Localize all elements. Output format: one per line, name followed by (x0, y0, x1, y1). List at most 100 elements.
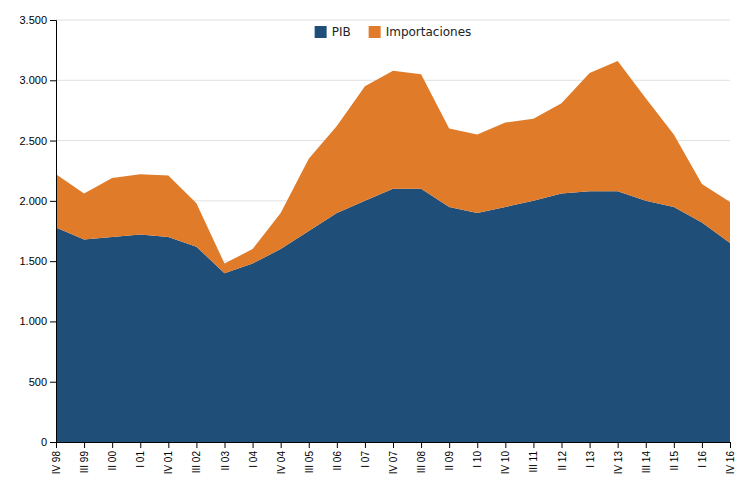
tick-mark (50, 321, 56, 322)
tick: I 16 (697, 442, 708, 468)
chart: 05001.0001.5002.0002.5003.0003.500IV 98I… (0, 0, 754, 504)
tick-label: I 01 (135, 451, 146, 468)
tick-label: 3.500 (19, 14, 47, 26)
tick: I 13 (585, 442, 596, 468)
tick-mark (674, 442, 675, 448)
tick: II 15 (669, 442, 680, 470)
tick-label: 500 (29, 376, 47, 388)
tick-mark (56, 442, 57, 448)
tick-label: II 03 (220, 451, 231, 471)
tick-label: IV 10 (500, 451, 511, 475)
tick-label: IV 01 (163, 451, 174, 475)
tick-mark (702, 442, 703, 448)
tick-mark (562, 442, 563, 448)
tick-mark (50, 261, 56, 262)
tick-mark (50, 382, 56, 383)
tick-label: II 12 (557, 451, 568, 471)
tick: IV 16 (725, 442, 736, 474)
tick: I 10 (472, 442, 483, 468)
tick-label: I 16 (697, 451, 708, 468)
tick-mark (112, 442, 113, 448)
legend-label: PIB (332, 25, 351, 39)
tick-label: IV 16 (725, 451, 736, 475)
tick-label: III 99 (79, 451, 90, 474)
tick: III 14 (641, 442, 652, 473)
tick: 2.500 (19, 135, 56, 147)
tick-mark (421, 442, 422, 448)
tick: II 09 (444, 442, 455, 470)
tick-mark (196, 442, 197, 448)
tick-mark (730, 442, 731, 448)
tick: 1.500 (19, 255, 56, 267)
tick: IV 98 (51, 442, 62, 474)
legend: PIB Importaciones (315, 25, 472, 39)
tick-label: III 05 (304, 451, 315, 474)
tick-mark (337, 442, 338, 448)
tick-label: 2.500 (19, 135, 47, 147)
tick-label: II 00 (107, 451, 118, 471)
tick-mark (168, 442, 169, 448)
tick: III 02 (191, 442, 202, 473)
tick: 3.500 (19, 14, 56, 26)
legend-item: Importaciones (369, 25, 472, 39)
tick: 500 (29, 376, 56, 388)
tick-label: 1.000 (19, 315, 47, 327)
tick-label: I 04 (248, 451, 259, 468)
tick: 3.000 (19, 74, 56, 86)
tick-label: II 06 (332, 451, 343, 471)
tick-label: 1.500 (19, 255, 47, 267)
tick-mark (618, 442, 619, 448)
tick-label: 0 (41, 436, 47, 448)
tick-mark (50, 442, 56, 443)
areas (56, 61, 730, 442)
tick-mark (309, 442, 310, 448)
x-axis: IV 98 III 99 II 00 I 01 IV 01 III 02 II 03 I 04… (51, 442, 736, 474)
tick: IV 13 (613, 442, 624, 474)
tick-label: 3.000 (19, 74, 47, 86)
tick-mark (393, 442, 394, 448)
tick: 2.000 (19, 195, 56, 207)
tick-label: IV 07 (388, 451, 399, 475)
tick-label: II 09 (444, 451, 455, 471)
tick-label: III 14 (641, 451, 652, 474)
tick-label: I 07 (360, 451, 371, 468)
tick: III 05 (304, 442, 315, 473)
tick-mark (646, 442, 647, 448)
grid-line (56, 20, 730, 21)
tick-label: 2.000 (19, 195, 47, 207)
tick-mark (84, 442, 85, 448)
tick: II 00 (107, 442, 118, 470)
tick-mark (449, 442, 450, 448)
tick-label: IV 13 (613, 451, 624, 475)
tick-label: I 13 (585, 451, 596, 468)
tick-mark (590, 442, 591, 448)
tick: IV 10 (500, 442, 511, 474)
tick-mark (477, 442, 478, 448)
plot: 05001.0001.5002.0002.5003.0003.500IV 98I… (19, 14, 736, 474)
axis-line (57, 443, 731, 449)
tick: 0 (41, 436, 56, 448)
grid (56, 20, 730, 442)
tick-mark (505, 442, 506, 448)
tick: III 99 (79, 442, 90, 473)
tick-mark (225, 442, 226, 448)
tick-label: IV 04 (276, 451, 287, 475)
tick: II 06 (332, 442, 343, 470)
legend-swatch (315, 26, 327, 38)
tick: III 08 (416, 442, 427, 473)
tick: 1.000 (19, 315, 56, 327)
tick-label: I 10 (472, 451, 483, 468)
legend-swatch (369, 26, 381, 38)
legend-label: Importaciones (386, 25, 472, 39)
tick-mark (50, 20, 56, 21)
tick: I 01 (135, 442, 146, 468)
tick: II 03 (220, 442, 231, 470)
tick: II 12 (557, 442, 568, 470)
tick-mark (50, 201, 56, 202)
tick-label: III 11 (528, 451, 539, 473)
tick: III 11 (528, 442, 539, 473)
tick-label: II 15 (669, 451, 680, 471)
legend-item: PIB (315, 25, 351, 39)
tick: IV 04 (276, 442, 287, 474)
area (56, 61, 730, 273)
